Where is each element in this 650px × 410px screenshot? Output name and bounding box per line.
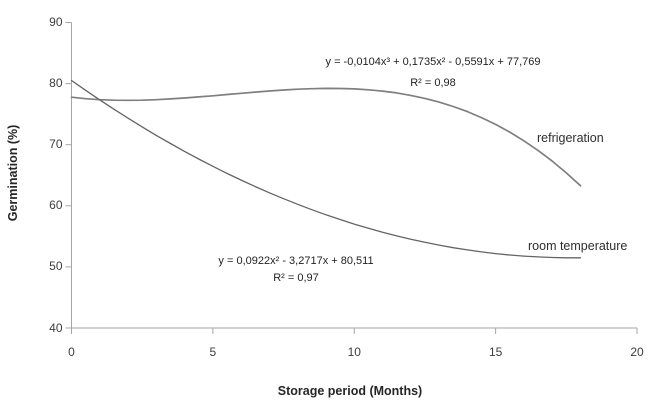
x-tick-label-5: 5 <box>209 345 217 359</box>
series-label-refrigeration: refrigeration <box>537 131 604 145</box>
x-axis-title: Storage period (Months) <box>277 384 423 398</box>
y-tick-label-70: 70 <box>49 137 63 152</box>
room-temperature-equation: y = 0,0922x² - 3,2717x + 80,511 <box>218 255 374 267</box>
refrigeration-r-squared: R² = 0,98 <box>410 77 456 89</box>
y-tick-label-40: 40 <box>49 320 63 335</box>
y-tick-label-60: 60 <box>49 198 63 213</box>
y-tick-label-50: 50 <box>49 259 63 274</box>
series-label-room-temperature: room temperature <box>528 239 628 253</box>
x-tick-label-20: 20 <box>630 345 644 359</box>
y-tick-label-90: 90 <box>49 15 63 29</box>
refrigeration-equation: y = -0,0104x³ + 0,1735x² - 0,5591x + 77,… <box>325 56 541 68</box>
refrigeration-curve <box>70 87 582 187</box>
x-tick-label-10: 10 <box>347 345 361 359</box>
room-temperature-r-squared: R² = 0,97 <box>273 272 319 284</box>
room-temperature-trendline-annotation: y = 0,0922x² - 3,2717x + 80,511 R² = 0,9… <box>218 253 373 287</box>
refrigeration-trendline-annotation: y = -0,0104x³ + 0,1735x² - 0,5591x + 77,… <box>326 52 541 94</box>
y-axis-title: Germination (%) <box>6 124 20 222</box>
x-tick-label-15: 15 <box>488 345 503 359</box>
x-tick-label-0: 0 <box>68 345 75 359</box>
room-temperature-curve <box>70 79 582 259</box>
y-tick-label-80: 80 <box>49 76 63 91</box>
